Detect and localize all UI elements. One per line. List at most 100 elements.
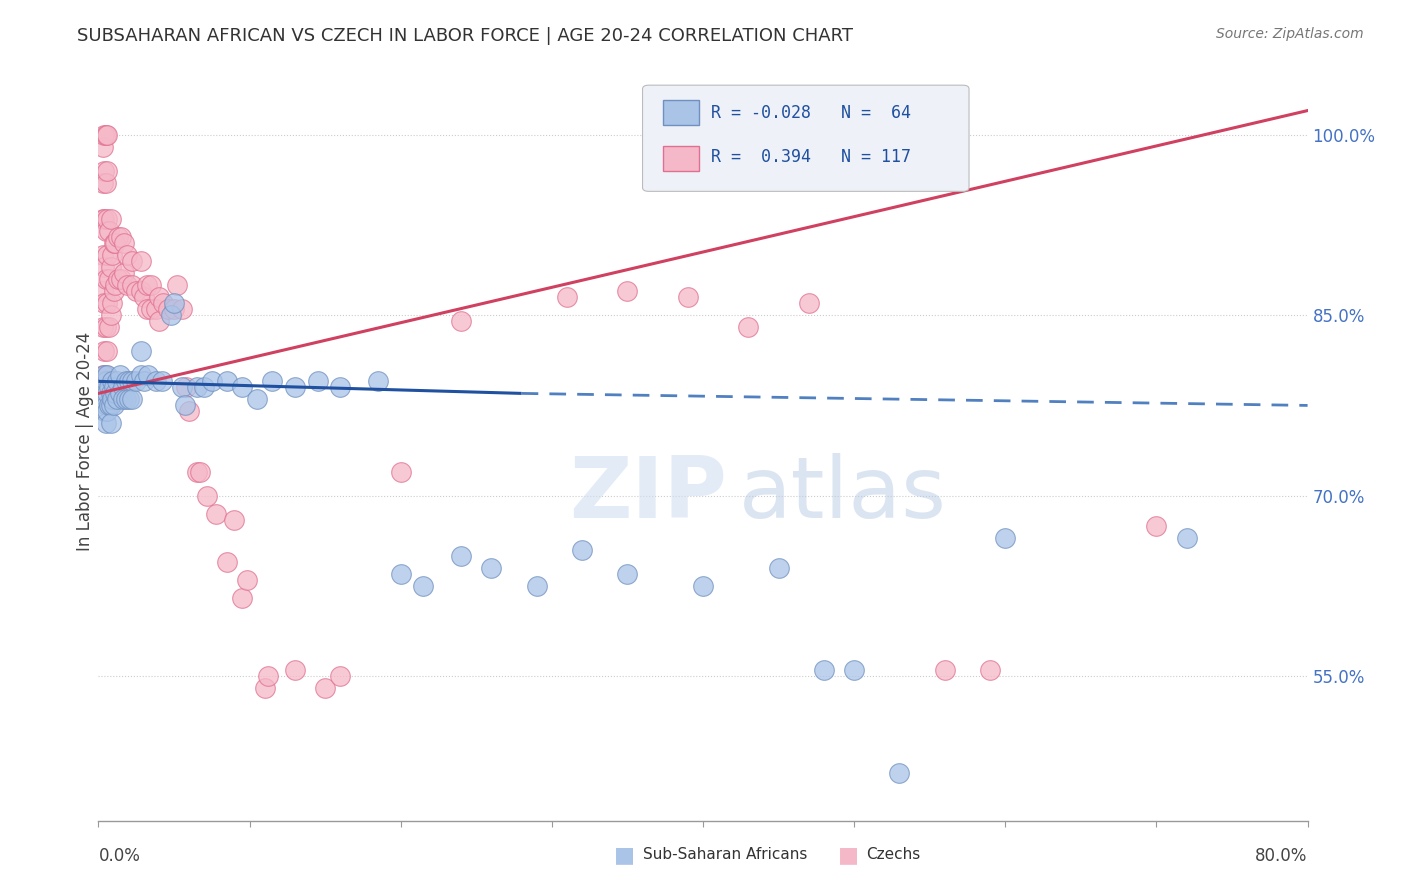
Point	[91, 320, 114, 334]
Point	[256, 669, 278, 683]
Point	[91, 211, 114, 226]
Point	[246, 392, 269, 407]
Point	[170, 302, 193, 317]
Point	[329, 380, 352, 394]
Point	[173, 399, 195, 413]
Point	[231, 591, 253, 605]
Point	[141, 278, 163, 293]
Point	[889, 765, 911, 780]
Point	[94, 320, 117, 334]
Point	[389, 566, 412, 581]
Point	[94, 417, 117, 431]
Point	[118, 375, 141, 389]
Point	[129, 344, 152, 359]
Point	[994, 531, 1017, 545]
Point	[692, 579, 714, 593]
Point	[160, 308, 183, 322]
Point	[96, 344, 118, 359]
Point	[135, 278, 157, 293]
Point	[105, 375, 128, 389]
Point	[193, 380, 215, 394]
Point	[93, 211, 115, 226]
Point	[100, 260, 122, 274]
Point	[844, 663, 866, 677]
Point	[112, 266, 135, 280]
Point	[676, 290, 699, 304]
Point	[108, 386, 131, 401]
Point	[96, 296, 118, 310]
Point	[367, 375, 389, 389]
Point	[107, 272, 129, 286]
Point	[224, 513, 246, 527]
Point	[148, 290, 170, 304]
Point	[163, 302, 186, 317]
Text: Sub-Saharan Africans: Sub-Saharan Africans	[643, 847, 807, 863]
Point	[797, 296, 820, 310]
Point	[91, 139, 114, 153]
Point	[616, 284, 638, 298]
Text: Source: ZipAtlas.com: Source: ZipAtlas.com	[1216, 27, 1364, 41]
Text: R =  0.394   N = 117: R = 0.394 N = 117	[711, 148, 911, 166]
Point	[96, 163, 118, 178]
Point	[93, 344, 115, 359]
Point	[201, 375, 224, 389]
Point	[108, 368, 131, 383]
Point	[98, 320, 121, 334]
Point	[215, 375, 238, 389]
Point	[103, 284, 125, 298]
Point	[94, 176, 117, 190]
Point	[103, 380, 125, 394]
Point	[91, 368, 114, 383]
Point	[450, 314, 472, 328]
Point	[98, 380, 121, 394]
Point	[166, 278, 188, 293]
FancyBboxPatch shape	[664, 101, 699, 126]
Point	[284, 380, 307, 394]
Point	[129, 284, 152, 298]
Point	[235, 573, 257, 587]
Point	[96, 386, 118, 401]
Point	[186, 380, 208, 394]
Text: ZIP: ZIP	[569, 453, 727, 536]
Point	[284, 663, 307, 677]
Point	[91, 386, 114, 401]
Point	[114, 375, 136, 389]
Point	[107, 230, 129, 244]
Text: SUBSAHARAN AFRICAN VS CZECH IN LABOR FORCE | AGE 20-24 CORRELATION CHART: SUBSAHARAN AFRICAN VS CZECH IN LABOR FOR…	[77, 27, 853, 45]
Point	[96, 211, 118, 226]
Point	[1175, 531, 1198, 545]
Point	[136, 368, 159, 383]
Point	[150, 375, 173, 389]
Point	[100, 211, 122, 226]
Point	[170, 380, 193, 394]
Point	[110, 230, 132, 244]
Point	[737, 320, 759, 334]
Point	[104, 386, 127, 401]
Point	[115, 278, 138, 293]
Point	[135, 302, 157, 317]
Point	[163, 296, 186, 310]
Point	[145, 375, 167, 389]
Point	[307, 375, 329, 389]
Point	[195, 489, 218, 503]
Point	[129, 254, 152, 268]
Point	[100, 417, 122, 431]
Point	[111, 392, 134, 407]
Point	[555, 290, 578, 304]
Point	[205, 507, 228, 521]
Point	[100, 399, 122, 413]
Text: ■: ■	[838, 845, 859, 864]
Point	[93, 260, 115, 274]
Point	[101, 296, 124, 310]
Point	[389, 465, 412, 479]
Text: 0.0%: 0.0%	[98, 847, 141, 865]
Point	[156, 302, 179, 317]
Text: atlas: atlas	[740, 453, 948, 536]
Point	[148, 314, 170, 328]
Point	[111, 380, 134, 394]
Point	[103, 399, 125, 413]
Text: 80.0%: 80.0%	[1256, 847, 1308, 865]
Point	[813, 663, 835, 677]
Text: Czechs: Czechs	[866, 847, 921, 863]
Point	[93, 163, 115, 178]
